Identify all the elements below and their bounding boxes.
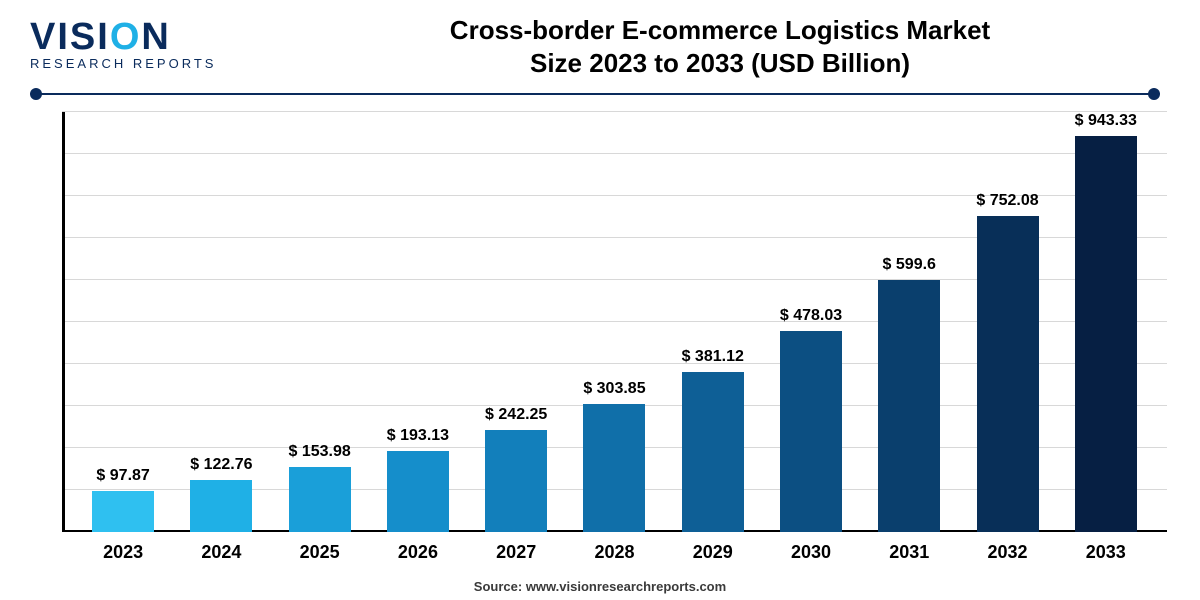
logo-text-accent: O [110, 16, 142, 58]
bar-value-label: $ 97.87 [96, 467, 149, 485]
x-axis-label: 2031 [860, 532, 958, 563]
logo-subtitle: RESEARCH REPORTS [30, 56, 250, 71]
x-axis-label: 2023 [74, 532, 172, 563]
title-line-2: Size 2023 to 2033 (USD Billion) [280, 47, 1160, 80]
divider-dot-right [1148, 88, 1160, 100]
title-divider [30, 88, 1160, 100]
x-axis-label: 2028 [565, 532, 663, 563]
bars-container: $ 97.87 $ 122.76 $ 153.98 $ 193.13 $ 242.25 $… [62, 112, 1167, 532]
bar [780, 331, 842, 532]
bar-slot: $ 478.03 [762, 112, 860, 532]
x-axis-label: 2030 [762, 532, 860, 563]
bar-value-label: $ 943.33 [1075, 112, 1137, 130]
bar [583, 404, 645, 532]
bar [977, 216, 1039, 532]
bar-slot: $ 303.85 [565, 112, 663, 532]
x-axis-label: 2027 [467, 532, 565, 563]
bar-value-label: $ 153.98 [289, 443, 351, 461]
logo-text-post: N [141, 16, 170, 58]
bar-slot: $ 153.98 [271, 112, 369, 532]
bar [92, 491, 154, 532]
bar-slot: $ 381.12 [664, 112, 762, 532]
bar-value-label: $ 242.25 [485, 406, 547, 424]
bar-slot: $ 242.25 [467, 112, 565, 532]
divider-line [36, 93, 1154, 95]
title-line-1: Cross-border E-commerce Logistics Market [280, 14, 1160, 47]
source-label: Source: [474, 579, 526, 594]
bar-slot: $ 752.08 [958, 112, 1056, 532]
bar [485, 430, 547, 532]
logo-main: VISION [30, 18, 250, 56]
bar [878, 280, 940, 532]
x-axis-label: 2026 [369, 532, 467, 563]
source-caption: Source: www.visionresearchreports.com [0, 579, 1200, 594]
x-labels: 2023202420252026202720282029203020312032… [62, 532, 1167, 563]
x-axis-label: 2025 [271, 532, 369, 563]
bar [387, 451, 449, 532]
x-axis-label: 2032 [958, 532, 1056, 563]
bar-chart: $ 97.87 $ 122.76 $ 153.98 $ 193.13 $ 242.25 $… [62, 112, 1167, 532]
bar-value-label: $ 478.03 [780, 307, 842, 325]
bar-value-label: $ 381.12 [682, 348, 744, 366]
chart-title: Cross-border E-commerce Logistics Market… [280, 14, 1160, 79]
bar-value-label: $ 599.6 [883, 256, 936, 274]
x-axis-label: 2024 [172, 532, 270, 563]
bar-value-label: $ 752.08 [976, 192, 1038, 210]
plot-area: $ 97.87 $ 122.76 $ 153.98 $ 193.13 $ 242.25 $… [62, 112, 1167, 532]
bar-value-label: $ 122.76 [190, 456, 252, 474]
bar-slot: $ 193.13 [369, 112, 467, 532]
brand-logo: VISION RESEARCH REPORTS [30, 18, 250, 71]
logo-text-pre: VISI [30, 16, 110, 58]
bar [289, 467, 351, 532]
x-axis-label: 2033 [1057, 532, 1155, 563]
bar-slot: $ 122.76 [172, 112, 270, 532]
bar-slot: $ 97.87 [74, 112, 172, 532]
bar-value-label: $ 193.13 [387, 427, 449, 445]
bar [190, 480, 252, 532]
bar [682, 372, 744, 532]
source-url: www.visionresearchreports.com [526, 579, 726, 594]
x-axis-label: 2029 [664, 532, 762, 563]
bar-slot: $ 599.6 [860, 112, 958, 532]
bar-value-label: $ 303.85 [583, 380, 645, 398]
bar [1075, 136, 1137, 532]
bar-slot: $ 943.33 [1057, 112, 1155, 532]
